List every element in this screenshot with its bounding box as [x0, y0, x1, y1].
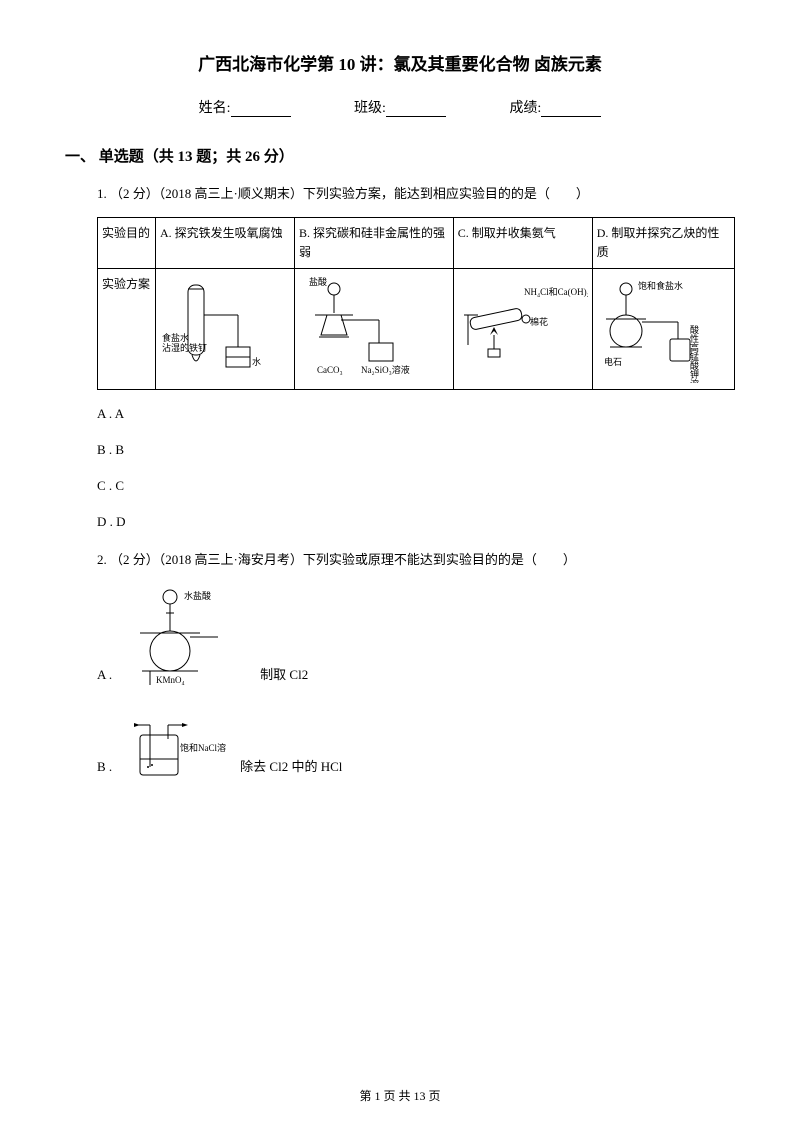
page-footer: 第 1 页 共 13 页	[0, 1087, 800, 1104]
q2-stem: 2. （2 分）（2018 高三上·海安月考）下列实验或原理不能达到实验目的的是…	[97, 550, 735, 571]
q1-row1-label: 实验目的	[98, 217, 156, 268]
q1-option-A[interactable]: A . A	[97, 406, 735, 422]
svg-text:CaCO₃: CaCO₃	[317, 365, 343, 375]
q1-option-B[interactable]: B . B	[97, 442, 735, 458]
footer-suffix: 页	[426, 1089, 441, 1103]
svg-text:水盐酸: 水盐酸	[184, 590, 211, 601]
svg-text:沾湿的铁钉: 沾湿的铁钉	[162, 342, 207, 353]
round-flask-apparatus-icon: 饱和食盐水 电石 酸性高锰酸钾溶液	[598, 275, 728, 383]
score-label: 成绩:	[509, 101, 541, 116]
q1-diagram-D: 饱和食盐水 电石 酸性高锰酸钾溶液	[592, 269, 734, 390]
svg-text:电石: 电石	[604, 356, 622, 367]
heating-tube-icon: NH₄Cl和Ca(OH)₂ 棉花	[458, 275, 588, 383]
section-header: 一、 单选题（共 13 题；共 26 分）	[65, 145, 735, 166]
name-blank[interactable]	[231, 103, 291, 117]
footer-prefix: 第	[359, 1089, 374, 1103]
info-line: 姓名: 班级: 成绩:	[65, 97, 735, 117]
q1-colA: A. 探究铁发生吸氧腐蚀	[156, 217, 295, 268]
q1-stem: 1. （2 分）（2018 高三上·顺义期末）下列实验方案，能达到相应实验目的的…	[97, 184, 735, 205]
q2-optB-diagram: 饱和NaCl溶液	[126, 717, 226, 787]
question-1: 1. （2 分）（2018 高三上·顺义期末）下列实验方案，能达到相应实验目的的…	[97, 184, 735, 390]
question-2: 2. （2 分）（2018 高三上·海安月考）下列实验或原理不能达到实验目的的是…	[97, 550, 735, 571]
svg-text:饱和NaCl溶液: 饱和NaCl溶液	[180, 742, 226, 753]
q1-colC: C. 制取并收集氨气	[453, 217, 592, 268]
svg-text:酸性高锰酸钾溶液: 酸性高锰酸钾溶液	[689, 325, 699, 383]
svg-text:盐酸: 盐酸	[309, 276, 327, 287]
svg-text:食盐水: 食盐水	[162, 332, 189, 343]
score-blank[interactable]	[541, 103, 601, 117]
footer-total: 13	[414, 1089, 426, 1103]
svg-text:饱和食盐水: 饱和食盐水	[638, 280, 683, 291]
q1-option-C[interactable]: C . C	[97, 478, 735, 494]
svg-text:Na₂SiO₃溶液: Na₂SiO₃溶液	[361, 364, 410, 375]
class-blank[interactable]	[386, 103, 446, 117]
svg-text:KMnO₄: KMnO₄	[156, 675, 185, 685]
q2-optA-label: A .	[97, 667, 112, 695]
footer-middle: 页 共	[380, 1089, 413, 1103]
q1-diagram-C: NH₄Cl和Ca(OH)₂ 棉花	[453, 269, 592, 390]
svg-text:棉花: 棉花	[530, 316, 548, 327]
gas-washing-bottle-icon: 饱和NaCl溶液	[126, 717, 226, 787]
q1-colD: D. 制取并探究乙炔的性质	[592, 217, 734, 268]
svg-text:NH₄Cl和Ca(OH)₂: NH₄Cl和Ca(OH)₂	[524, 287, 588, 297]
q2-option-B[interactable]: B . 饱和NaCl溶液 除去 Cl2 中的 HCl	[97, 717, 735, 787]
q1-colB: B. 探究碳和硅非金属性的强弱	[295, 217, 454, 268]
class-label: 班级:	[354, 101, 386, 116]
q2-option-A[interactable]: A . 水盐酸 KMnO₄ 制取 Cl2	[97, 585, 735, 695]
q2-optB-desc: 除去 Cl2 中的 HCl	[240, 756, 342, 787]
page-title: 广西北海市化学第 10 讲：氯及其重要化合物 卤族元素	[65, 50, 735, 75]
name-label: 姓名:	[199, 101, 231, 116]
svg-text:水: 水	[252, 356, 261, 367]
q1-option-D[interactable]: D . D	[97, 514, 735, 530]
q1-diagram-A: 食盐水 沾湿的铁钉 水	[156, 269, 295, 390]
q1-row2-label: 实验方案	[98, 269, 156, 390]
test-tube-icon: 食盐水 沾湿的铁钉 水	[160, 275, 290, 383]
q2-optA-desc: 制取 Cl2	[260, 664, 308, 695]
q1-table: 实验目的 A. 探究铁发生吸氧腐蚀 B. 探究碳和硅非金属性的强弱 C. 制取并…	[97, 217, 735, 390]
round-flask-funnel-icon: 水盐酸 KMnO₄	[126, 585, 246, 695]
q2-optB-label: B .	[97, 759, 112, 787]
q2-optA-diagram: 水盐酸 KMnO₄	[126, 585, 246, 695]
q1-diagram-B: 盐酸 CaCO₃ Na₂SiO₃溶液	[295, 269, 454, 390]
flask-apparatus-icon: 盐酸 CaCO₃ Na₂SiO₃溶液	[309, 275, 439, 383]
